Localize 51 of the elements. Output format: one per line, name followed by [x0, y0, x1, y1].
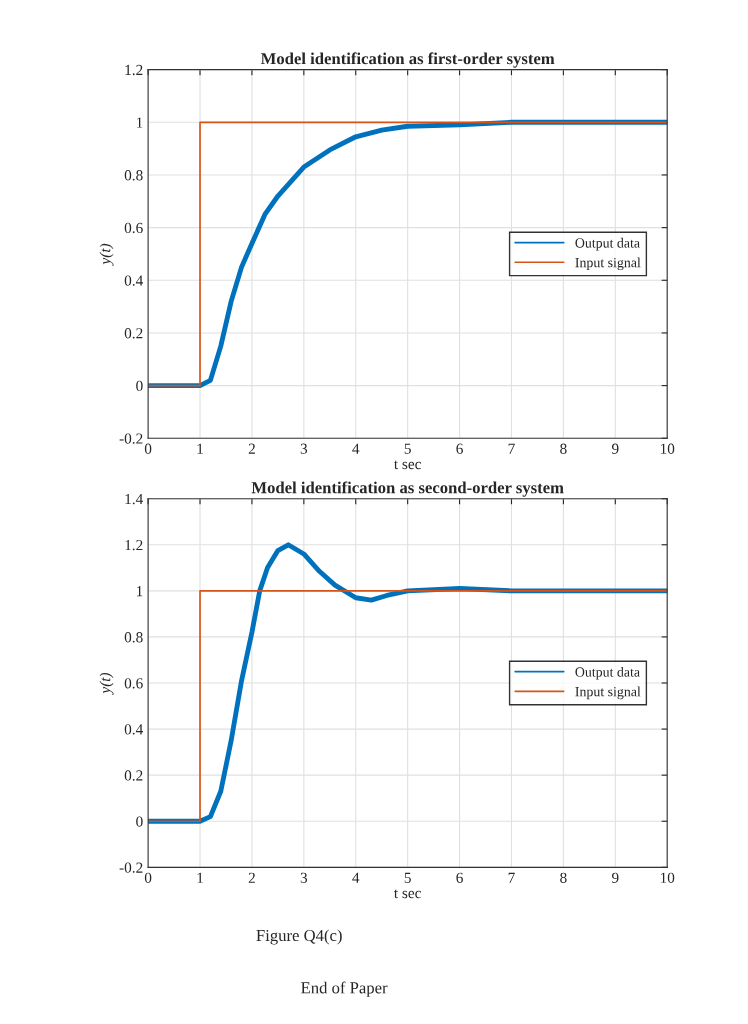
x-tick-label: 2	[248, 443, 255, 454]
x-axis-title: t sec	[394, 460, 421, 470]
x-tick-label: 4	[352, 443, 360, 454]
x-tick-label: 10	[660, 872, 675, 883]
legend-label: Input signal	[575, 686, 641, 700]
x-tick-label: 5	[404, 872, 411, 883]
y-tick-label: 0.4	[124, 724, 143, 735]
x-tick-label: 1	[197, 872, 203, 883]
y-tick-label: 0.6	[124, 222, 143, 234]
y-tick-label: 1	[136, 117, 143, 128]
x-tick-label: 6	[456, 443, 463, 454]
x-tick-label: 7	[508, 443, 515, 454]
x-tick-label: 0	[144, 872, 152, 883]
x-tick-label: 7	[508, 872, 515, 883]
y-tick-label: 0	[136, 816, 143, 827]
y-tick-label: 0.6	[124, 678, 143, 689]
x-tick-label: 3	[300, 872, 308, 883]
x-tick-label: 6	[456, 872, 463, 883]
chart-title: Model identification as first-order system	[260, 52, 555, 68]
x-tick-label: 1	[197, 443, 203, 454]
y-axis-title: y(t)	[99, 243, 114, 266]
x-tick-label: 5	[404, 443, 411, 454]
y-tick-label: 0.8	[124, 170, 143, 181]
y-tick-label: 1.4	[125, 493, 143, 505]
caption: Figure Q4(c)	[256, 929, 342, 945]
y-tick-label: 0.4	[124, 275, 143, 286]
y-tick-label: -0.2	[119, 433, 143, 444]
x-tick-label: 4	[352, 872, 360, 883]
x-tick-label: 10	[660, 443, 675, 454]
legend-label: Output data	[575, 237, 640, 251]
y-tick-label: 1	[136, 586, 143, 597]
y-tick-label: -0.2	[119, 862, 143, 873]
text: End of Paper	[301, 981, 388, 997]
y-axis-title: y(t)	[99, 672, 114, 695]
x-tick-label: 3	[300, 443, 308, 454]
y-tick-label: 0.2	[124, 328, 143, 339]
legend-label: Output data	[575, 666, 640, 680]
y-tick-label: 1.2	[125, 539, 143, 551]
x-tick-label: 0	[144, 443, 152, 454]
y-tick-label: 1.2	[125, 64, 143, 76]
x-tick-label: 8	[560, 443, 567, 454]
x-tick-label: 8	[560, 872, 567, 883]
x-tick-label: 9	[611, 872, 619, 883]
legend-label: Input signal	[575, 257, 641, 271]
x-tick-label: 9	[611, 443, 619, 454]
y-tick-label: 0.8	[124, 632, 143, 643]
y-tick-label: 0	[136, 380, 143, 392]
y-tick-label: 0.2	[124, 770, 143, 781]
x-axis-title: t sec	[394, 889, 421, 899]
x-tick-label: 2	[248, 872, 255, 883]
chart-title: Model identification as second-order system	[251, 481, 564, 497]
